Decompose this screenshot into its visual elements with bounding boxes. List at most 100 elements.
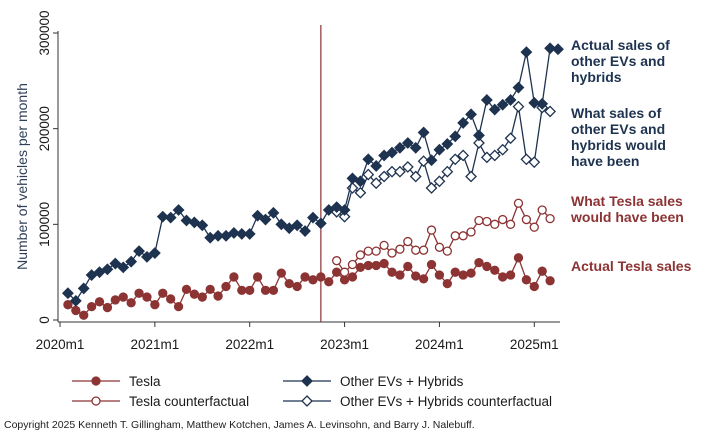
data-point bbox=[473, 137, 485, 149]
data-point bbox=[505, 219, 516, 229]
data-point bbox=[164, 211, 177, 224]
data-point bbox=[378, 170, 391, 183]
data-point bbox=[386, 146, 398, 159]
data-point bbox=[189, 289, 200, 299]
data-point bbox=[291, 219, 304, 232]
y-tick-label: 200000 bbox=[37, 106, 52, 151]
legend-marker bbox=[91, 376, 101, 386]
y-tick-label: 100000 bbox=[37, 202, 52, 247]
y-tick-label: 0 bbox=[37, 316, 52, 324]
y-tick-label: 300000 bbox=[37, 10, 52, 55]
data-point bbox=[387, 267, 397, 277]
data-point bbox=[409, 170, 422, 183]
data-point bbox=[544, 105, 557, 118]
data-point bbox=[395, 244, 405, 254]
data-point bbox=[181, 284, 192, 295]
annotations: Actual sales of other EVs and hybrids What … bbox=[570, 37, 692, 274]
data-point bbox=[126, 298, 136, 308]
data-point bbox=[480, 94, 493, 106]
series-tesla-counterfactual bbox=[332, 198, 555, 277]
data-point bbox=[480, 151, 493, 164]
data-point bbox=[441, 165, 454, 178]
data-point bbox=[504, 132, 517, 145]
data-point bbox=[473, 129, 485, 142]
data-point bbox=[411, 245, 421, 255]
data-point bbox=[148, 247, 161, 259]
data-point bbox=[474, 215, 484, 226]
data-point bbox=[172, 204, 185, 216]
data-point bbox=[101, 263, 114, 276]
data-point bbox=[442, 246, 452, 256]
data-point bbox=[196, 219, 209, 232]
data-point bbox=[370, 160, 383, 172]
data-point bbox=[379, 240, 389, 251]
data-point bbox=[403, 261, 413, 272]
data-point bbox=[339, 267, 350, 277]
data-point bbox=[371, 246, 381, 256]
plot-area bbox=[61, 42, 564, 320]
data-point bbox=[379, 258, 389, 269]
data-point bbox=[386, 165, 398, 178]
data-point bbox=[418, 274, 429, 284]
data-point bbox=[158, 288, 168, 298]
data-point bbox=[102, 302, 113, 313]
data-point bbox=[425, 154, 438, 167]
data-point bbox=[482, 216, 492, 227]
data-point bbox=[513, 198, 524, 208]
data-point bbox=[204, 231, 217, 244]
data-point bbox=[338, 204, 351, 216]
data-point bbox=[529, 222, 539, 232]
data-point bbox=[259, 213, 272, 226]
data-point bbox=[488, 103, 501, 116]
legend-label: Tesla counterfactual bbox=[129, 394, 249, 409]
data-point bbox=[528, 96, 541, 109]
data-point bbox=[260, 285, 271, 295]
data-point bbox=[498, 272, 508, 282]
data-point bbox=[133, 245, 145, 258]
data-point bbox=[387, 248, 397, 258]
data-point bbox=[77, 282, 90, 295]
data-point bbox=[496, 143, 509, 156]
data-point bbox=[134, 288, 144, 298]
data-point bbox=[212, 229, 225, 242]
data-point bbox=[110, 295, 120, 305]
data-point bbox=[466, 268, 476, 278]
legend-label: Tesla bbox=[129, 374, 161, 389]
data-point bbox=[449, 153, 462, 166]
data-point bbox=[504, 94, 517, 106]
data-point bbox=[417, 126, 430, 139]
x-tick-label: 2024m1 bbox=[415, 337, 464, 352]
data-point bbox=[395, 270, 405, 280]
data-point bbox=[275, 218, 288, 231]
data-point bbox=[537, 205, 547, 215]
data-point bbox=[251, 209, 264, 222]
legend: Tesla Tesla counterfactual Other EVs + Hyb… bbox=[72, 374, 552, 409]
legend-label: Other EVs + Hybrids bbox=[340, 374, 464, 389]
data-point bbox=[117, 261, 130, 274]
data-point bbox=[267, 206, 280, 219]
data-point bbox=[465, 108, 477, 121]
legend-item-other-evs-hybrids-counterfactual: Other EVs + Hybrids counterfactual bbox=[283, 394, 552, 409]
data-point bbox=[411, 271, 421, 281]
legend-item-tesla-counterfactual: Tesla counterfactual bbox=[72, 394, 249, 409]
data-point bbox=[314, 217, 327, 230]
data-point bbox=[490, 219, 500, 229]
data-point bbox=[433, 175, 446, 188]
data-point bbox=[505, 270, 516, 280]
legend-marker bbox=[301, 395, 313, 407]
x-tick-label: 2021m1 bbox=[130, 337, 179, 352]
legend-label: Other EVs + Hybrids counterfactual bbox=[340, 394, 552, 409]
data-point bbox=[284, 278, 294, 289]
data-point bbox=[355, 262, 366, 273]
data-point bbox=[173, 301, 184, 312]
data-point bbox=[434, 242, 445, 252]
data-point bbox=[221, 281, 231, 292]
data-point bbox=[150, 300, 160, 310]
axes: 0 100000 200000 300000 2020m1 2021m1 2022m1 202… bbox=[14, 10, 560, 352]
data-point bbox=[521, 275, 532, 285]
data-point bbox=[450, 231, 460, 241]
data-point bbox=[544, 42, 557, 55]
data-point bbox=[197, 292, 207, 302]
data-point bbox=[425, 182, 438, 194]
